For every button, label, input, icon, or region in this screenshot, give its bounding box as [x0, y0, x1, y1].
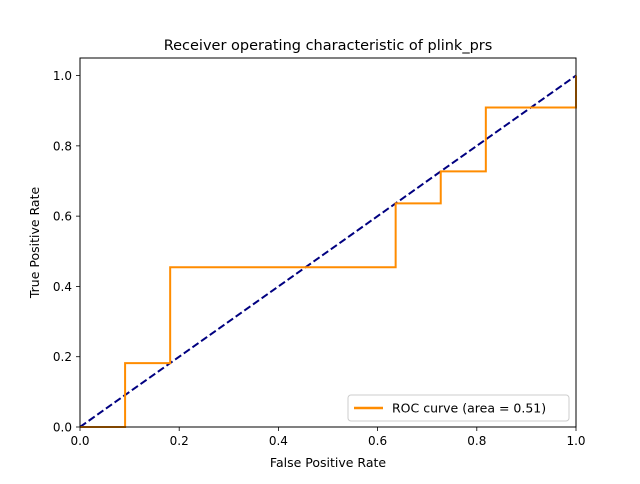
y-tick-label: 0.8 — [53, 139, 72, 153]
y-tick-label: 0.6 — [53, 210, 72, 224]
y-axis-label: True Positive Rate — [27, 187, 42, 300]
ticks-layer: 0.0 0.2 0.4 0.6 0.8 1.0 0.0 0.2 0.4 0.6 0.8 1.0 — [53, 69, 586, 448]
x-tick-label: 0.6 — [368, 434, 387, 448]
legend: ROC curve (area = 0.51) — [347, 394, 570, 422]
y-tick-label: 0.4 — [53, 280, 72, 294]
legend-box — [347, 394, 570, 422]
y-tick-label: 1.0 — [53, 69, 72, 83]
x-tick-label: 0.8 — [467, 434, 486, 448]
roc-curve-line — [80, 75, 577, 428]
series-layer — [79, 74, 577, 428]
chance-diagonal-line — [79, 74, 577, 428]
x-tick-label: 0.4 — [269, 434, 288, 448]
chart-title: Receiver operating characteristic of pli… — [164, 38, 493, 54]
x-axis-label: False Positive Rate — [270, 455, 386, 470]
y-tick-label: 0.2 — [53, 350, 72, 364]
x-tick-label: 0.2 — [170, 434, 189, 448]
y-tick-label: 0.0 — [53, 421, 72, 435]
x-tick-label: 1.0 — [566, 434, 585, 448]
legend-label-roc: ROC curve (area = 0.51) — [392, 401, 546, 416]
x-tick-label: 0.0 — [70, 434, 89, 448]
plot-frame — [79, 57, 577, 428]
